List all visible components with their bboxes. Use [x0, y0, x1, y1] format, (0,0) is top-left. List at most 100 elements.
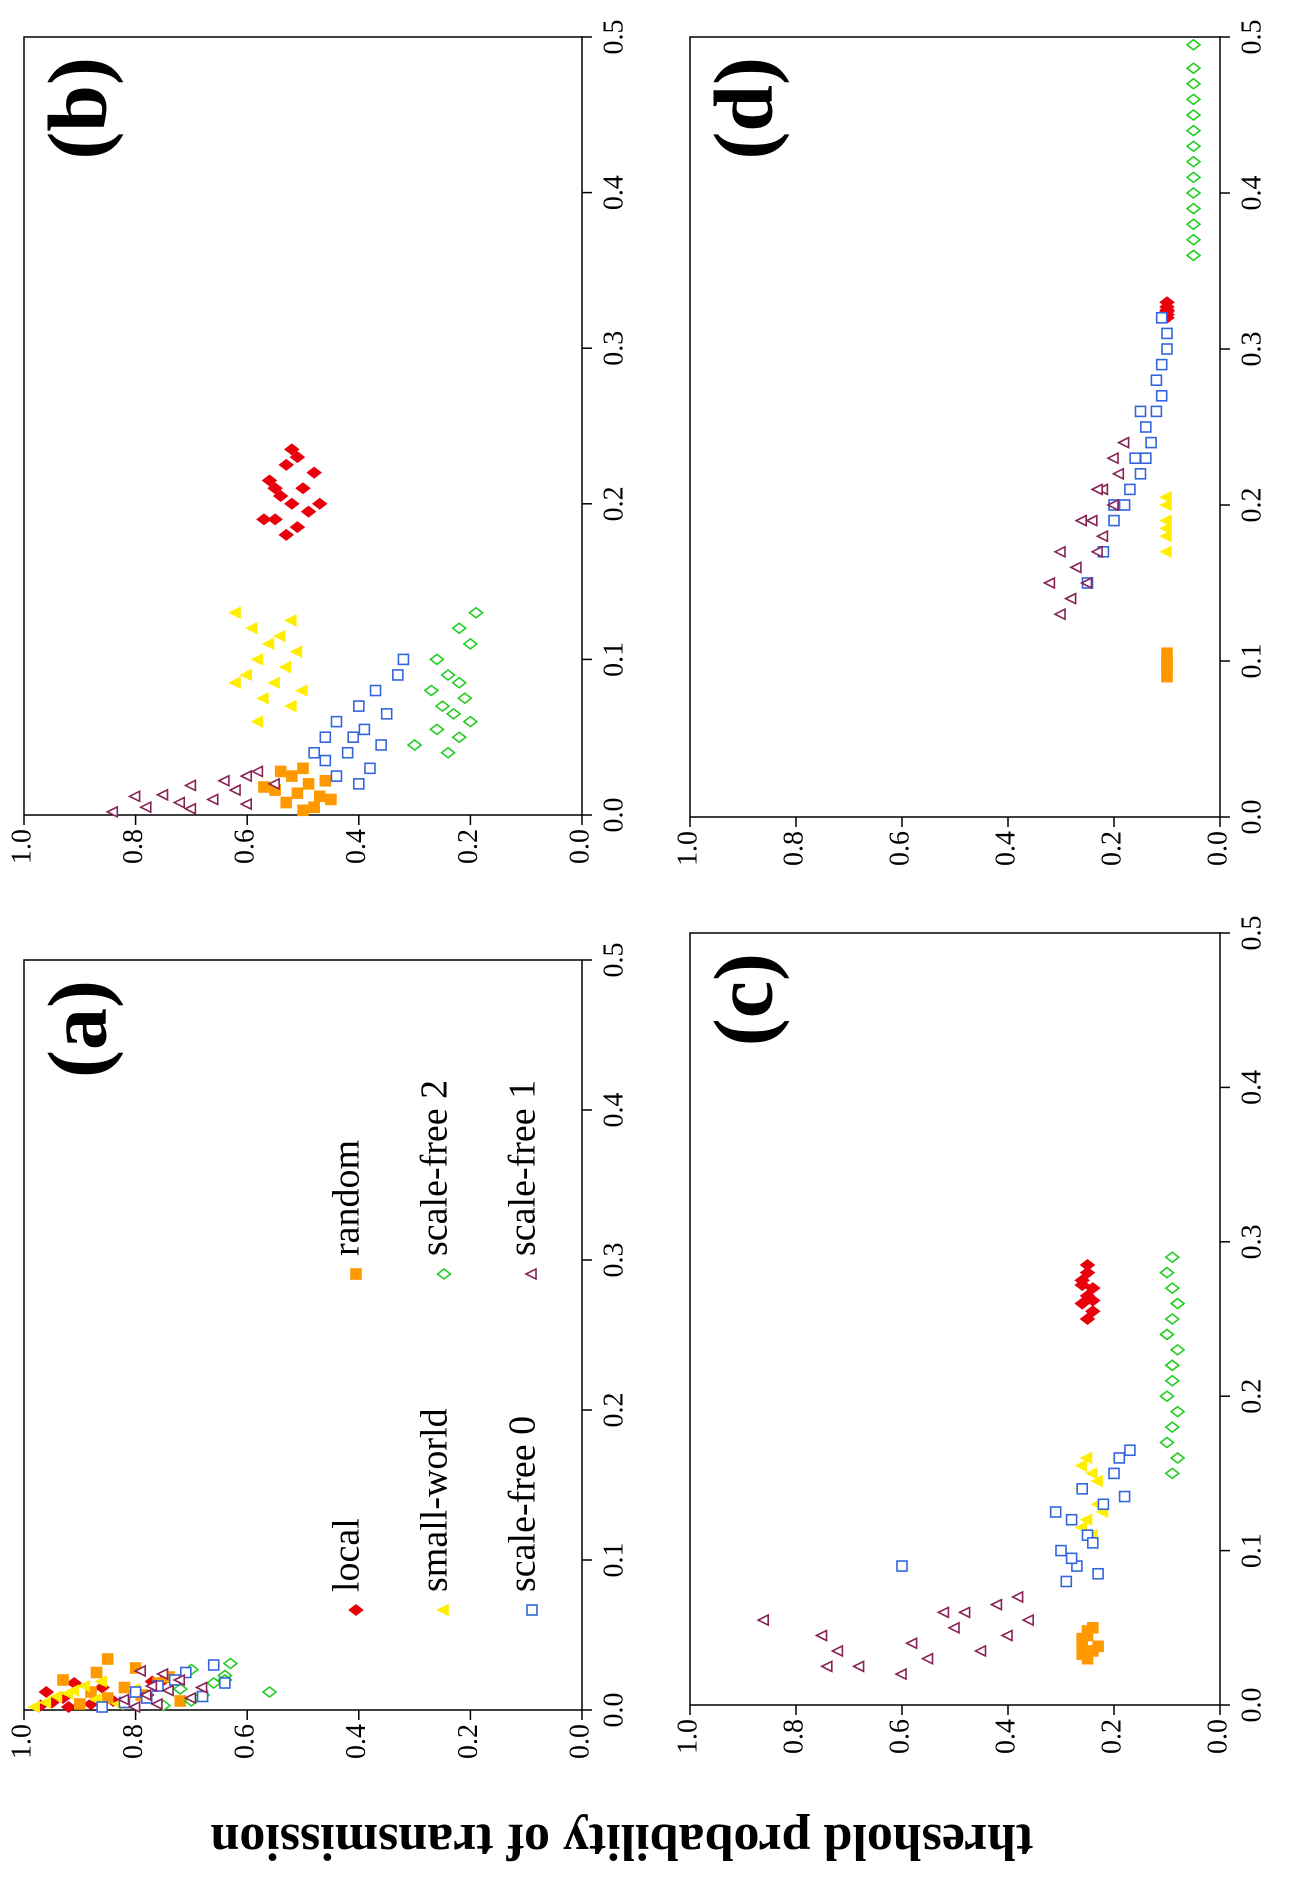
point [1164, 1312, 1181, 1326]
legend-label: small-world [414, 1408, 456, 1592]
point [261, 1685, 278, 1699]
point [239, 668, 252, 682]
point [267, 482, 283, 495]
point [973, 1644, 987, 1658]
point [222, 1657, 239, 1670]
point [183, 802, 197, 816]
point [1185, 186, 1202, 200]
point [256, 692, 269, 705]
point [894, 1667, 907, 1681]
point [272, 629, 286, 643]
point [369, 684, 382, 697]
point [284, 699, 297, 713]
point [250, 765, 264, 778]
point [1106, 451, 1119, 465]
x-tick-label: 0.0 [1236, 1688, 1267, 1723]
point [1164, 1251, 1181, 1264]
y-tick-label: 0.0 [564, 1724, 595, 1759]
point [138, 1688, 152, 1702]
point [1074, 1459, 1087, 1472]
point [341, 746, 354, 759]
y-tick-label: 0.0 [1202, 1719, 1233, 1754]
point [364, 762, 376, 775]
y-tick-label: 0.2 [453, 1724, 484, 1759]
point [196, 1690, 209, 1703]
point [239, 797, 252, 811]
point [423, 684, 440, 697]
point [1161, 327, 1173, 340]
point [127, 1700, 141, 1714]
point [1185, 124, 1202, 137]
point [1021, 1613, 1034, 1627]
point [228, 676, 241, 690]
point [756, 1613, 770, 1627]
point [920, 1652, 934, 1665]
point [295, 482, 311, 495]
point [325, 793, 337, 806]
point [1159, 490, 1172, 504]
point [1185, 233, 1202, 246]
point [155, 788, 169, 802]
point [1169, 1405, 1186, 1418]
point [830, 1644, 844, 1658]
point [1159, 529, 1172, 543]
y-tick-label: 1.0 [6, 829, 37, 864]
point [1065, 1552, 1078, 1565]
point [138, 800, 152, 814]
y-tick-label: 1.0 [672, 831, 703, 866]
point [1164, 1359, 1181, 1372]
point [183, 779, 197, 792]
point [319, 731, 332, 743]
point [38, 1696, 52, 1709]
point [1159, 1266, 1175, 1279]
legend-marker [524, 1267, 537, 1281]
point [302, 778, 315, 790]
point [60, 1687, 74, 1700]
x-tick-label: 0.4 [598, 175, 629, 210]
point [957, 1606, 971, 1619]
point [1084, 1305, 1101, 1318]
y-tick-label: 0.4 [990, 1719, 1021, 1754]
point [380, 708, 393, 720]
point [308, 801, 320, 814]
point [1113, 1452, 1126, 1464]
point [105, 805, 119, 819]
x-tick-label: 0.5 [598, 20, 629, 55]
point [319, 774, 332, 787]
x-tick-label: 0.4 [1236, 176, 1267, 211]
y-tick-label: 0.6 [230, 829, 261, 864]
point [261, 474, 278, 487]
point [936, 1606, 950, 1619]
point [250, 653, 264, 666]
point [1081, 1625, 1094, 1637]
point [1159, 296, 1175, 309]
point [1159, 1436, 1175, 1449]
point [814, 1629, 828, 1642]
point [896, 1560, 908, 1572]
point [1164, 1374, 1181, 1387]
point [1124, 483, 1136, 496]
point [155, 1667, 169, 1681]
point [406, 738, 423, 751]
point [244, 621, 258, 635]
point [462, 715, 479, 728]
point [101, 1653, 114, 1665]
point [1085, 514, 1098, 527]
legend-label: random [326, 1140, 368, 1256]
plot-frame [23, 959, 583, 1711]
point [397, 653, 410, 666]
point [1090, 545, 1103, 559]
point [1049, 1506, 1062, 1518]
point [1140, 421, 1152, 433]
point [1079, 1312, 1096, 1326]
x-tick-label: 0.4 [1236, 1070, 1267, 1105]
point [1155, 312, 1168, 324]
point [295, 684, 308, 697]
point [1164, 1467, 1181, 1480]
point [451, 731, 468, 744]
point [161, 1684, 174, 1697]
point [1053, 607, 1066, 621]
point [38, 1685, 55, 1699]
point [1161, 658, 1173, 670]
point [904, 1636, 918, 1650]
